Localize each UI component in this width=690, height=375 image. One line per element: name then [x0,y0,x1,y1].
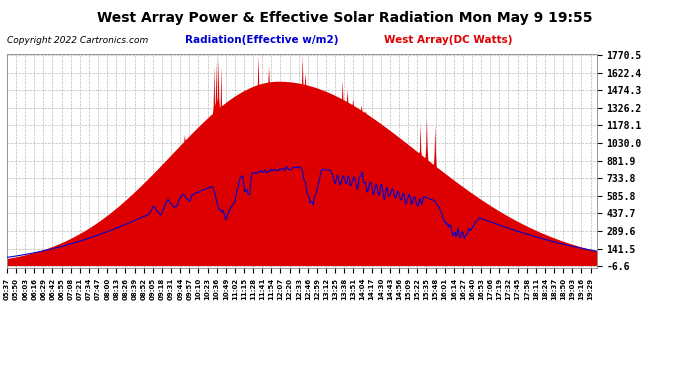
Text: West Array Power & Effective Solar Radiation Mon May 9 19:55: West Array Power & Effective Solar Radia… [97,11,593,25]
Text: Copyright 2022 Cartronics.com: Copyright 2022 Cartronics.com [7,36,148,45]
Text: Radiation(Effective w/m2): Radiation(Effective w/m2) [186,35,339,45]
Text: West Array(DC Watts): West Array(DC Watts) [384,35,513,45]
